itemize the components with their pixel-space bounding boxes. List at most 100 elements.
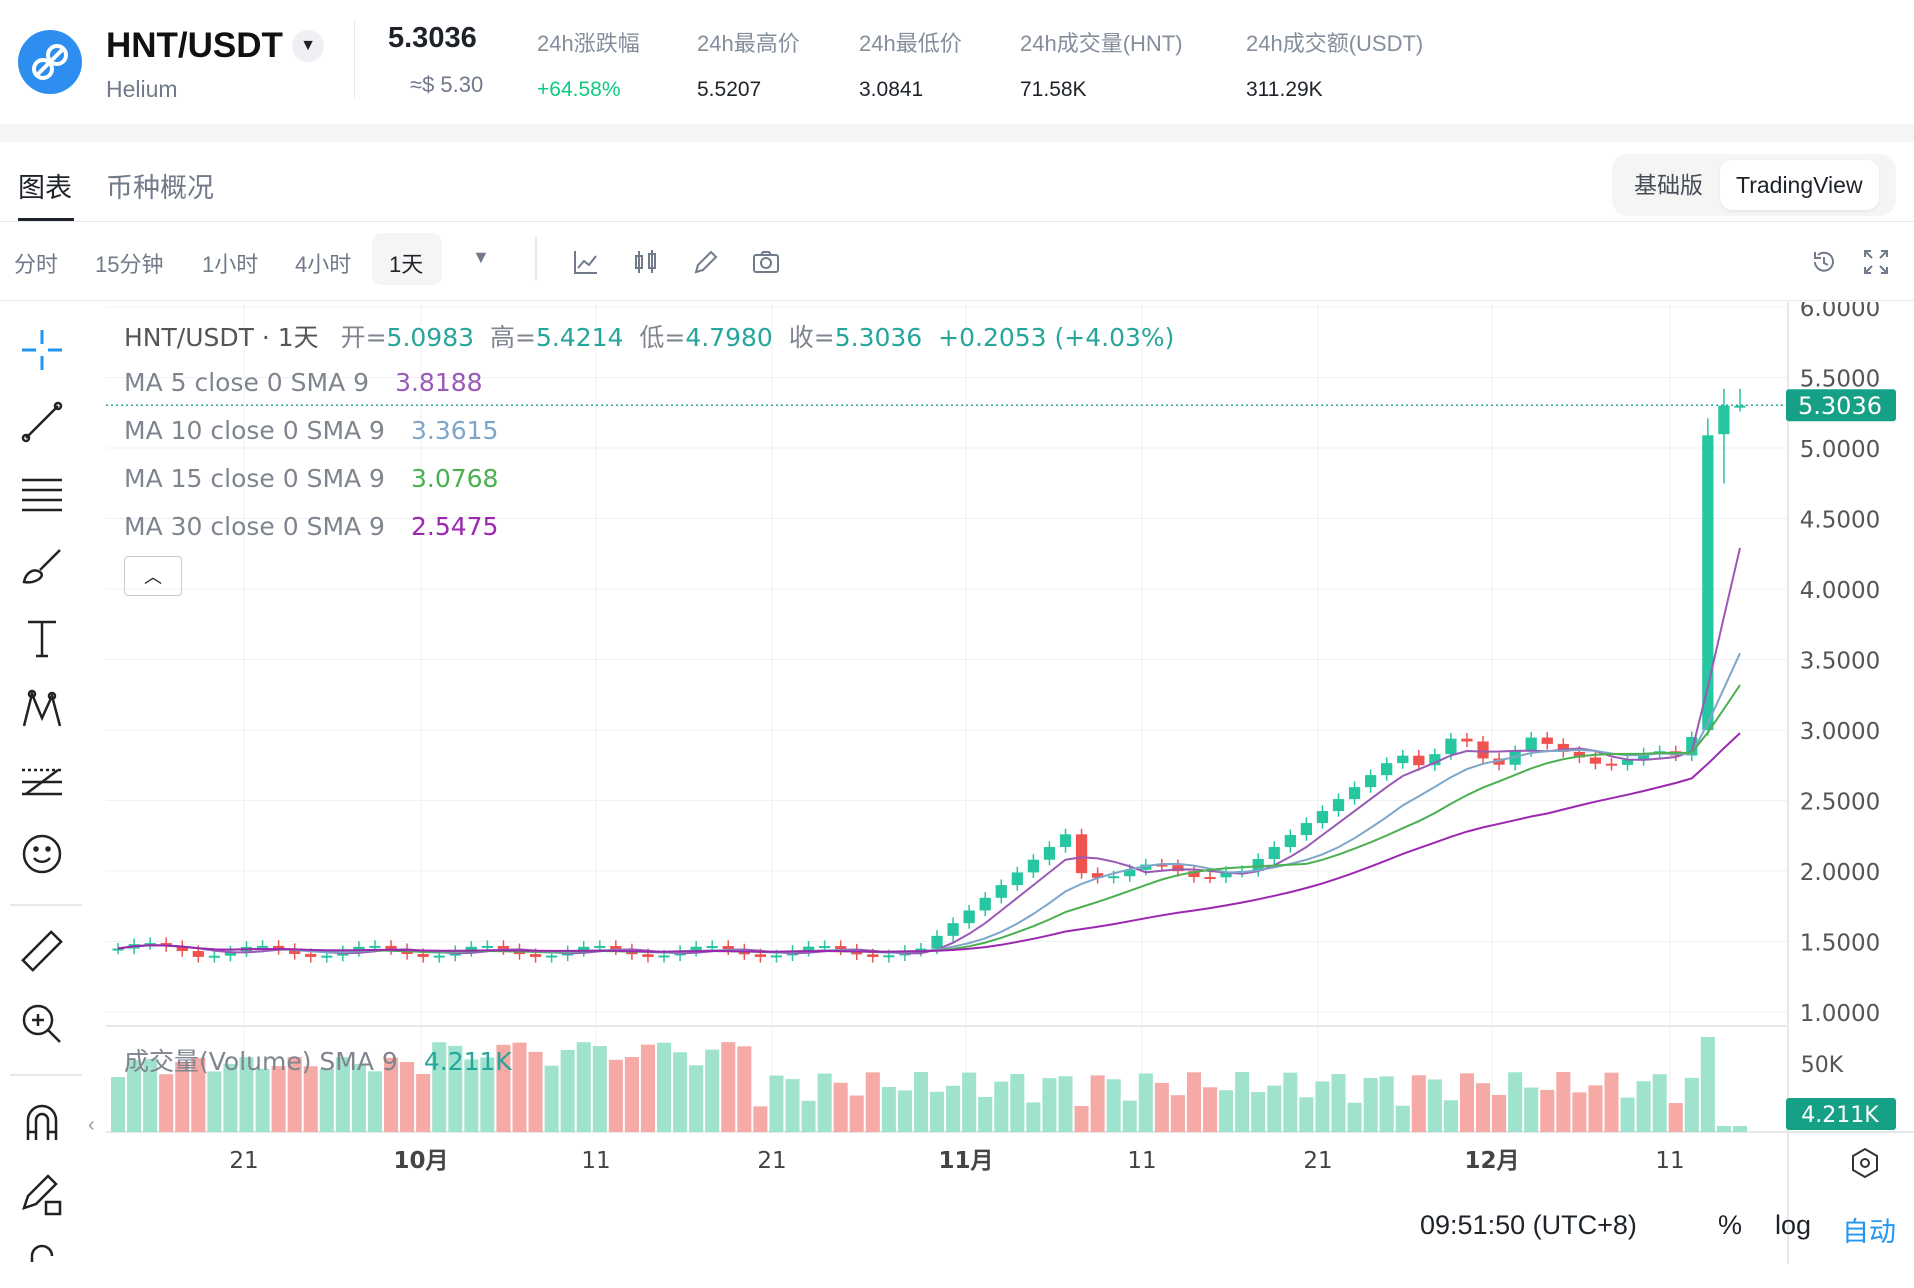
ma5-legend: MA 5 close 0 SMA 9 3.8188 [124, 368, 483, 397]
volume-bar [416, 1074, 431, 1132]
interval-15m[interactable]: 15分钟 [95, 252, 164, 277]
price-tick-label: 5.0000 [1800, 437, 1880, 463]
history-clock-icon[interactable] [1810, 248, 1838, 276]
volume-bar [303, 1066, 318, 1132]
pair-symbol[interactable]: HNT/USDT [106, 26, 283, 65]
auto-scale-button[interactable]: 自动 [1842, 1217, 1896, 1247]
stat-label: 24h涨跌幅 [537, 31, 640, 56]
fib-tool-icon[interactable] [18, 758, 66, 806]
tradingview-button[interactable]: TradingView [1720, 160, 1879, 210]
log-scale-button[interactable]: log [1775, 1210, 1812, 1240]
candle-body [995, 885, 1007, 898]
interval-1h[interactable]: 1小时 [202, 252, 259, 277]
candle-body [1124, 869, 1136, 877]
ma-value: 3.8188 [395, 368, 483, 397]
ohlc-legend: HNT/USDT · 1天 开=5.0983 高=5.4214 低=4.7980… [124, 318, 1174, 354]
tab-overview[interactable]: 币种概况 [106, 173, 214, 203]
crosshair-icon[interactable] [18, 326, 66, 374]
trend-line-icon[interactable] [18, 398, 66, 446]
lock-drawing-icon[interactable] [18, 1170, 66, 1218]
ma-name: MA 30 close 0 SMA 9 [124, 512, 385, 541]
zoom-in-icon[interactable] [18, 1000, 66, 1048]
price-chart[interactable]: 5.3036 6.0000 5.5000 5.0000 4.5000 4.0000 3.50… [106, 302, 1914, 1264]
volume-bar [255, 1068, 270, 1132]
volume-bar [1604, 1072, 1619, 1132]
candle-body [1461, 738, 1473, 742]
candle-body [1091, 873, 1104, 878]
text-tool-icon[interactable] [18, 614, 66, 662]
volume-bar [223, 1063, 238, 1132]
ruler-icon[interactable] [18, 928, 66, 976]
volume-bar [1154, 1082, 1169, 1132]
collapse-legend-button[interactable]: ︿ [124, 556, 182, 596]
indicators-icon[interactable] [632, 248, 660, 276]
interval-more-icon[interactable]: ▼ [472, 247, 490, 267]
emoji-icon[interactable] [18, 830, 66, 878]
candle-body [1140, 864, 1152, 870]
volume-bar [624, 1057, 639, 1132]
brush-icon[interactable] [18, 542, 66, 590]
ma-name: MA 10 close 0 SMA 9 [124, 416, 385, 445]
ticker-header: HNT/USDT ▼ Helium 5.3036 ≈$ 5.30 24h涨跌幅 +… [0, 0, 1914, 124]
volume-legend: 成交量(Volume) SMA 9 4.211K [124, 1042, 512, 1078]
candle-body [947, 923, 959, 936]
basic-view-button[interactable]: 基础版 [1634, 172, 1703, 198]
lock-icon[interactable] [18, 1240, 66, 1288]
candle-body [690, 946, 702, 951]
candle-body [1027, 859, 1040, 873]
volume-bar [448, 1045, 463, 1132]
volume-bar [351, 1063, 366, 1132]
magnet-icon[interactable] [18, 1098, 66, 1146]
volume-bar [913, 1072, 928, 1132]
volume-bar [1106, 1079, 1121, 1132]
price-tick-label: 4.5000 [1800, 508, 1880, 534]
price-tick-label: 6.0000 [1800, 302, 1880, 322]
candle-body [754, 954, 767, 957]
pencil-icon[interactable] [692, 248, 720, 276]
candle-body [1541, 737, 1553, 744]
candle-body [883, 955, 895, 958]
price-tick-label: 3.5000 [1800, 649, 1880, 675]
interval-4h[interactable]: 4小时 [295, 252, 352, 277]
pattern-icon[interactable] [18, 686, 66, 734]
price-tick-label: 3.0000 [1800, 719, 1880, 745]
camera-icon[interactable] [752, 248, 780, 276]
volume-bar [1716, 1126, 1731, 1132]
candle-body [1686, 737, 1698, 756]
candle-body [722, 946, 734, 950]
volume-bar [994, 1081, 1009, 1132]
pair-dropdown-icon[interactable]: ▼ [292, 30, 324, 62]
interval-1d[interactable]: 1天 [389, 252, 424, 277]
volume-bar [640, 1044, 655, 1132]
horizontal-lines-icon[interactable] [18, 470, 66, 518]
candle-body [835, 946, 847, 950]
candle-body [867, 954, 879, 957]
volume-bar [319, 1068, 334, 1132]
chart-type-line-icon[interactable] [572, 248, 600, 276]
candle-body [578, 946, 590, 951]
time-tick-label: 21 [757, 1148, 786, 1174]
candle-body [433, 955, 445, 958]
candle-body [1043, 847, 1056, 860]
candle-body [818, 946, 831, 949]
legend-symbol: HNT/USDT · 1天 [124, 323, 319, 352]
candle-body [1156, 864, 1168, 867]
tab-chart[interactable]: 图表 [18, 173, 72, 203]
stat-value: 3.0841 [859, 78, 924, 101]
section-gap [0, 124, 1914, 142]
stat-label: 24h成交量(HNT) [1020, 31, 1183, 56]
volume-bar [833, 1082, 848, 1132]
ma15-line [117, 684, 1741, 953]
volume-bar [239, 1057, 254, 1132]
fullscreen-icon[interactable] [1862, 248, 1890, 276]
chart-settings-icon[interactable] [1852, 1147, 1878, 1179]
percent-scale-button[interactable]: % [1718, 1210, 1743, 1240]
legend-low: 4.7980 [685, 323, 773, 352]
collapse-toolbar-icon[interactable]: ‹ [88, 1114, 95, 1136]
legend-open-label: 开= [340, 323, 387, 352]
interval-timeline[interactable]: 分时 [14, 252, 59, 277]
stat-value: +64.58% [537, 78, 621, 101]
candle-body [1059, 834, 1072, 848]
volume-bar [1459, 1073, 1474, 1132]
candle-body [1284, 835, 1296, 848]
